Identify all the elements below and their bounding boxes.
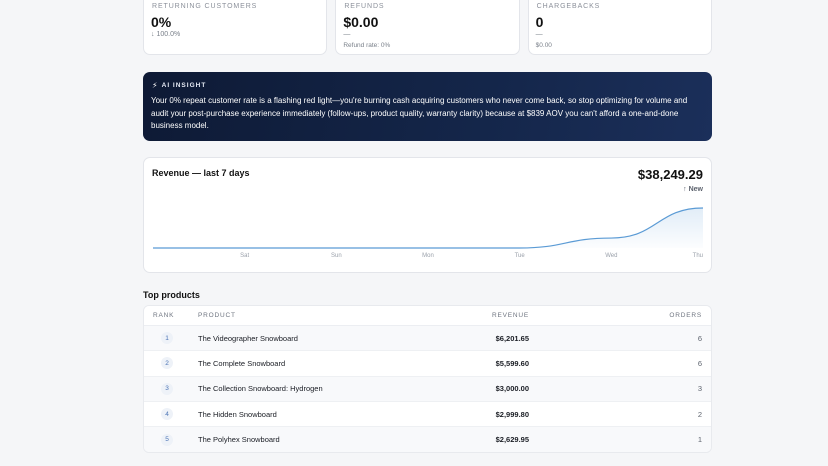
product-name: The Polyhex Snowboard bbox=[198, 435, 280, 445]
product-orders: 6 bbox=[697, 358, 702, 368]
kpi-card-chargebacks: Chargebacks 0 — $0.00 bbox=[527, 0, 712, 55]
product-revenue: $6,201.65 bbox=[495, 333, 529, 343]
revenue-area bbox=[153, 208, 703, 248]
table-header: Rank Product Revenue Orders bbox=[144, 306, 711, 326]
product-orders: 6 bbox=[697, 333, 702, 343]
x-tick-label: Wed bbox=[605, 253, 617, 259]
ai-insight-label: AI INSIGHT bbox=[161, 82, 207, 89]
product-revenue: $5,599.60 bbox=[495, 358, 529, 368]
table-row[interactable]: 2 The Complete Snowboard $5,599.60 6 bbox=[144, 351, 711, 377]
rank-badge: 5 bbox=[161, 433, 173, 446]
revenue-badge: ↑ New bbox=[683, 186, 703, 193]
revenue-total: $38,249.29 bbox=[637, 167, 703, 182]
x-tick-label: Thu bbox=[693, 253, 703, 259]
product-revenue: $3,000.00 bbox=[495, 384, 529, 394]
rank-badge: 4 bbox=[161, 408, 173, 421]
product-orders: 3 bbox=[697, 384, 702, 394]
header-rank: Rank bbox=[153, 312, 175, 319]
product-name: The Complete Snowboard bbox=[198, 358, 286, 368]
x-tick-label: Sun bbox=[331, 253, 342, 259]
product-revenue: $2,629.95 bbox=[495, 435, 529, 445]
table-row[interactable]: 4 The Hidden Snowboard $2,999.80 2 bbox=[144, 402, 711, 428]
ai-insight-text: Your 0% repeat customer rate is a flashi… bbox=[151, 96, 688, 130]
header-product: Product bbox=[198, 312, 236, 319]
rank-badge: 2 bbox=[161, 357, 173, 370]
kpi-change: ↓ 100.0% bbox=[151, 31, 181, 38]
kpi-change: — bbox=[343, 31, 351, 38]
kpi-card-refunds: Refunds $0.00 — Refund rate: 0% bbox=[335, 0, 520, 55]
rank-badge: 3 bbox=[161, 382, 173, 395]
kpi-value: 0 bbox=[535, 14, 544, 30]
kpi-card-returning-customers: Returning customers 0% ↓ 100.0% bbox=[143, 0, 328, 55]
kpi-row: Returning customers 0% ↓ 100.0% Refunds … bbox=[143, 0, 712, 55]
table-row[interactable]: 1 The Videographer Snowboard $6,201.65 6 bbox=[144, 326, 711, 352]
revenue-line bbox=[153, 207, 704, 249]
x-tick-label: Mon bbox=[422, 253, 434, 259]
lightning-icon: ⚡ bbox=[152, 81, 158, 90]
kpi-label: Refunds bbox=[344, 3, 385, 10]
rank-badge: 1 bbox=[161, 332, 173, 345]
kpi-label: Chargebacks bbox=[536, 3, 601, 10]
product-orders: 2 bbox=[697, 409, 702, 419]
header-revenue: Revenue bbox=[491, 312, 529, 319]
x-tick-label: Sat bbox=[240, 253, 249, 259]
kpi-detail: Refund rate: 0% bbox=[343, 42, 391, 49]
product-orders: 1 bbox=[697, 435, 702, 445]
kpi-value: 0% bbox=[151, 14, 172, 30]
product-name: The Videographer Snowboard bbox=[198, 333, 298, 343]
kpi-detail: $0.00 bbox=[535, 42, 552, 49]
top-products-table: Rank Product Revenue Orders 1 The Videogr… bbox=[143, 305, 712, 454]
product-revenue: $2,999.80 bbox=[495, 409, 529, 419]
product-name: The Collection Snowboard: Hydrogen bbox=[198, 384, 323, 394]
table-row[interactable]: 5 The Polyhex Snowboard $2,629.95 1 bbox=[144, 427, 711, 453]
header-orders: Orders bbox=[669, 312, 702, 319]
revenue-title: Revenue — last 7 days bbox=[152, 168, 250, 178]
revenue-card: Revenue — last 7 days $38,249.29 ↑ New S… bbox=[143, 157, 712, 273]
ai-insight-header: ⚡ AI INSIGHT bbox=[152, 81, 206, 90]
revenue-chart: Sat Sun Mon Tue Wed Thu bbox=[153, 207, 704, 259]
kpi-value: $0.00 bbox=[343, 14, 379, 30]
table-row[interactable]: 3 The Collection Snowboard: Hydrogen $3,00… bbox=[144, 376, 711, 402]
x-tick-label: Tue bbox=[515, 253, 526, 259]
product-name: The Hidden Snowboard bbox=[198, 409, 277, 419]
kpi-change: — bbox=[535, 31, 543, 38]
top-products-title: Top products bbox=[143, 290, 200, 300]
ai-insight-card: ⚡ AI INSIGHT Your 0% repeat customer rat… bbox=[143, 72, 712, 141]
kpi-label: Returning customers bbox=[152, 3, 258, 10]
